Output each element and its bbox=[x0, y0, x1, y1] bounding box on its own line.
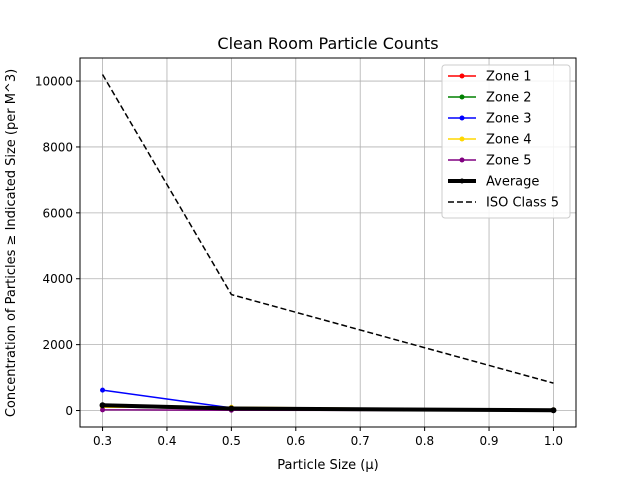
y-tick-label: 6000 bbox=[42, 206, 73, 220]
legend-item-zone-2: Zone 2 bbox=[448, 91, 532, 106]
legend-item-average: Average bbox=[448, 175, 539, 190]
data-point-zone-3 bbox=[100, 387, 106, 393]
legend-item-zone-3: Zone 3 bbox=[448, 112, 532, 127]
y-tick-label: 10000 bbox=[35, 75, 73, 89]
series-iso-class-5 bbox=[101, 74, 554, 384]
y-axis-label: Concentration of Particles ≥ Indicated S… bbox=[4, 69, 19, 417]
data-point-average bbox=[550, 407, 557, 414]
series-layer bbox=[99, 74, 557, 414]
y-tick-label: 0 bbox=[65, 404, 73, 418]
x-tick-label: 1.0 bbox=[544, 434, 563, 448]
chart-title: Clean Room Particle Counts bbox=[217, 34, 438, 53]
series-average bbox=[99, 402, 557, 414]
legend-item-zone-5: Zone 5 bbox=[448, 154, 532, 169]
x-tick-label: 0.5 bbox=[222, 434, 241, 448]
legend-label-zone-1: Zone 1 bbox=[486, 70, 532, 85]
legend-marker-zone-2 bbox=[459, 94, 465, 100]
legend-label-zone-4: Zone 4 bbox=[486, 133, 532, 148]
y-tick-label: 2000 bbox=[42, 338, 73, 352]
legend-item-zone-1: Zone 1 bbox=[448, 70, 532, 85]
legend-marker-average bbox=[459, 178, 465, 184]
legend-marker-zone-3 bbox=[459, 115, 465, 121]
legend-label-zone-2: Zone 2 bbox=[486, 91, 532, 106]
x-tick-label: 0.8 bbox=[415, 434, 434, 448]
x-axis-label: Particle Size (μ) bbox=[277, 458, 378, 473]
data-point-average bbox=[228, 405, 235, 412]
x-tick-label: 0.9 bbox=[479, 434, 498, 448]
legend-item-iso-class-5: ISO Class 5 bbox=[448, 196, 559, 211]
x-tick-label: 0.6 bbox=[286, 434, 305, 448]
ticks: 0.3 0.4 0.5 0.6 0.7 0.8 0.9 1.0 0 2000 4000 6000 800… bbox=[35, 75, 563, 448]
data-point-zone-5 bbox=[100, 407, 106, 413]
x-tick-label: 0.3 bbox=[93, 434, 112, 448]
legend-label-zone-5: Zone 5 bbox=[486, 154, 532, 169]
x-tick-label: 0.4 bbox=[157, 434, 176, 448]
legend-label-zone-3: Zone 3 bbox=[486, 112, 532, 127]
legend-marker-zone-5 bbox=[459, 157, 465, 163]
series-line-iso-class-5 bbox=[101, 74, 554, 384]
axes-frame bbox=[79, 57, 577, 428]
legend-marker-zone-1 bbox=[459, 73, 465, 79]
legend-item-zone-4: Zone 4 bbox=[448, 133, 532, 148]
legend-label-iso-class-5: ISO Class 5 bbox=[486, 196, 559, 211]
x-tick-label: 0.7 bbox=[351, 434, 370, 448]
legend-label-average: Average bbox=[486, 175, 539, 190]
data-point-average bbox=[99, 402, 106, 409]
y-tick-label: 4000 bbox=[42, 272, 73, 286]
legend-marker-zone-4 bbox=[459, 136, 465, 142]
legend: Zone 1 Zone 2 Zone 3 Zone 4 Zone 5 Average ISO… bbox=[441, 64, 571, 219]
y-tick-label: 8000 bbox=[42, 140, 73, 154]
